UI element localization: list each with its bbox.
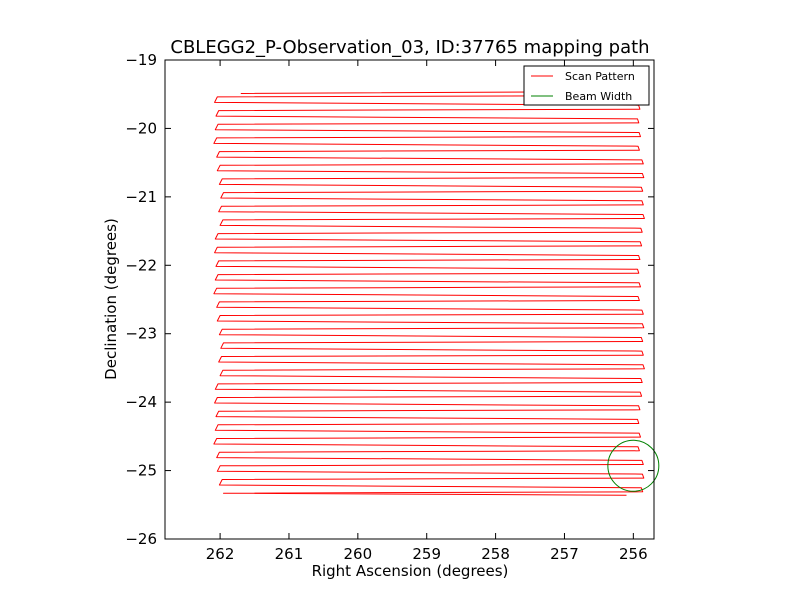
x-tick-label: 258 (481, 545, 510, 563)
legend-beam-width-label: Beam Width (565, 90, 632, 103)
scan-pattern-series (213, 91, 645, 496)
x-axis-label: Right Ascension (degrees) (312, 562, 509, 580)
y-tick-label: −21 (125, 188, 157, 206)
y-tick-label: −24 (125, 393, 157, 411)
beam-width-series (607, 439, 660, 492)
y-axis-label: Declination (degrees) (102, 218, 120, 380)
x-tick-label: 256 (619, 545, 648, 563)
legend-scan-pattern-label: Scan Pattern (565, 70, 635, 83)
x-tick-label: 262 (206, 545, 235, 563)
y-tick-label: −25 (125, 462, 157, 480)
y-axis-ticks: −19 −20 −21 −22 −23 −24 −25 −26 (125, 51, 654, 548)
y-tick-label: −22 (125, 256, 157, 274)
y-tick-label: −19 (125, 51, 157, 69)
x-axis-ticks: 262 261 260 259 258 257 256 (206, 60, 648, 563)
beam-width-circle (607, 439, 660, 492)
x-tick-label: 259 (412, 545, 441, 563)
x-tick-label: 261 (275, 545, 304, 563)
plot-frame (164, 59, 655, 540)
legend: Scan Pattern Beam Width (523, 65, 650, 106)
legend-box (523, 65, 650, 106)
scan-pattern-line (213, 91, 645, 496)
x-tick-label: 260 (344, 545, 373, 563)
y-tick-label: −20 (125, 119, 157, 137)
y-tick-label: −26 (125, 530, 157, 548)
x-tick-label: 257 (550, 545, 579, 563)
chart-title: CBLEGG2_P-Observation_03, ID:37765 mappi… (170, 37, 649, 58)
y-tick-label: −23 (125, 325, 157, 343)
